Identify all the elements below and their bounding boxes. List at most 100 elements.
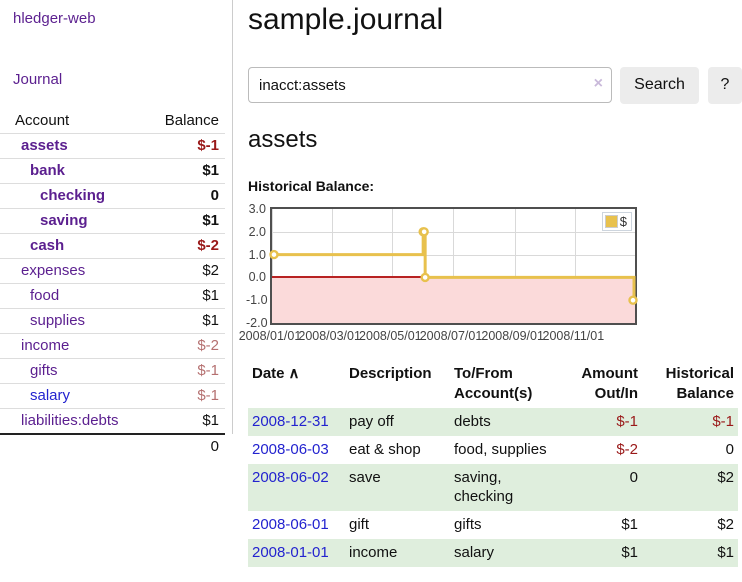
txn-amount: $-2 <box>616 441 638 458</box>
account-row: income $-2 <box>0 333 225 359</box>
accounts-header-account: Account <box>15 112 70 129</box>
txn-balance: $1 <box>642 539 738 567</box>
sort-ascending-icon: ∧ <box>288 365 300 382</box>
data-point-marker <box>269 249 279 260</box>
account-row: expenses $2 <box>0 258 225 284</box>
app-title-link[interactable]: hledger-web <box>13 10 96 27</box>
col-header-accounts: To/From Account(s) <box>454 365 533 402</box>
account-link[interactable]: supplies <box>30 312 86 329</box>
txn-accounts: food, supplies <box>454 441 547 458</box>
transactions-table: Date ∧ Description To/From Account(s) Amo… <box>248 362 738 567</box>
account-row: bank $1 <box>0 158 225 184</box>
account-link[interactable]: bank <box>30 162 66 179</box>
txn-date-link[interactable]: 2008-01-01 <box>252 544 329 561</box>
x-gridline <box>392 209 394 323</box>
table-row: 2008-12-31 pay off debts $-1 $-1 <box>248 408 738 436</box>
txn-description: income <box>345 539 450 567</box>
account-heading: assets <box>248 126 318 153</box>
account-link[interactable]: salary <box>30 387 71 404</box>
help-button[interactable]: ? <box>708 66 742 104</box>
account-balance: $2 <box>137 258 225 284</box>
txn-description: eat & shop <box>349 441 421 458</box>
account-row: cash $-2 <box>0 233 225 259</box>
account-link[interactable]: assets <box>21 137 68 154</box>
y-axis-tick-label: -1.0 <box>246 293 268 308</box>
data-point-marker <box>628 295 638 305</box>
txn-accounts: salary <box>450 539 555 567</box>
search-input[interactable] <box>248 67 612 103</box>
account-balance: $-1 <box>137 133 225 159</box>
account-link[interactable]: checking <box>40 187 106 204</box>
account-link[interactable]: gifts <box>30 362 58 379</box>
account-row: salary $-1 <box>0 383 225 409</box>
y-axis-tick-label: 2.0 <box>248 224 266 239</box>
account-link[interactable]: cash <box>30 237 65 254</box>
txn-balance: $-1 <box>642 408 738 436</box>
account-balance: $-2 <box>137 333 225 359</box>
txn-balance: $2 <box>642 464 738 511</box>
account-balance: $1 <box>137 158 225 184</box>
account-link[interactable]: saving <box>40 212 88 229</box>
accounts-total: 0 <box>137 433 225 459</box>
txn-date-link[interactable]: 2008-12-31 <box>252 413 329 430</box>
account-row: checking 0 <box>0 183 225 209</box>
x-axis-tick-label: 2008/09/01 <box>481 329 544 343</box>
txn-date-link[interactable]: 2008-06-01 <box>252 516 329 533</box>
x-axis-tick-label: 2008/03/01 <box>298 329 361 343</box>
legend-swatch-icon <box>604 215 618 228</box>
account-balance: $1 <box>137 308 225 334</box>
col-header-description: Description <box>349 365 432 382</box>
txn-description: pay off <box>345 408 450 436</box>
txn-description: gift <box>349 516 370 533</box>
txn-date-link[interactable]: 2008-06-02 <box>252 469 329 486</box>
col-header-date[interactable]: Date ∧ <box>252 365 300 382</box>
txn-amount: 0 <box>555 464 642 511</box>
table-row: 2008-06-03 eat & shop food, supplies $-2… <box>248 436 738 464</box>
account-row: supplies $1 <box>0 308 225 334</box>
data-point-marker <box>419 227 429 237</box>
col-header-amount: Amount Out/In <box>581 365 638 402</box>
x-gridline <box>272 209 273 323</box>
account-balance: $-1 <box>137 383 225 409</box>
balance-step-line <box>269 227 638 305</box>
txn-amount: $-1 <box>555 408 642 436</box>
account-balance: $1 <box>137 283 225 309</box>
txn-balance: 0 <box>725 441 734 458</box>
chart-title: Historical Balance: <box>248 178 375 194</box>
below-zero-region <box>272 277 635 323</box>
txn-balance: $2 <box>717 516 734 533</box>
accounts-total-row: 0 <box>0 433 225 459</box>
sidebar-item-journal[interactable]: Journal <box>13 71 63 88</box>
y-axis-tick-label: 0.0 <box>248 270 266 285</box>
account-balance: 0 <box>137 183 225 209</box>
data-point-marker <box>420 272 430 283</box>
y-gridline <box>272 254 635 256</box>
x-axis-tick-label: 2008/01/01 <box>238 329 302 343</box>
txn-amount: $1 <box>555 539 642 567</box>
search-button[interactable]: Search <box>620 66 699 104</box>
account-link[interactable]: food <box>30 287 60 304</box>
account-row: food $1 <box>0 283 225 309</box>
account-link[interactable]: liabilities:debts <box>21 412 119 429</box>
txn-amount: $1 <box>621 516 638 533</box>
chart-plot-area: $ <box>269 207 638 325</box>
account-row: gifts $-1 <box>0 358 225 384</box>
table-row: 2008-06-02 save saving, checking 0 $2 <box>248 464 738 511</box>
account-link[interactable]: income <box>21 337 70 354</box>
y-axis-tick-label: -2.0 <box>246 316 268 330</box>
txn-description: save <box>345 464 450 511</box>
account-row: liabilities:debts $1 <box>0 408 225 434</box>
table-row: 2008-06-01 gift gifts $1 $2 <box>248 511 738 539</box>
main-content: sample.journal × Search ? assets Histori… <box>239 0 742 567</box>
x-gridline <box>514 209 516 323</box>
clear-search-icon[interactable]: × <box>593 75 603 92</box>
accounts-header-balance: Balance <box>164 112 219 129</box>
txn-accounts: debts <box>450 408 555 436</box>
txn-accounts: gifts <box>454 516 482 533</box>
account-link[interactable]: expenses <box>21 262 86 279</box>
legend-label: $ <box>619 214 627 229</box>
account-balance: $1 <box>137 408 225 434</box>
historical-balance-chart: $ 3.0 2.0 1.0 0.0 -1.0 -2.0 2008/01/01 2008/03… <box>239 202 668 343</box>
x-gridline <box>331 209 333 323</box>
txn-date-link[interactable]: 2008-06-03 <box>252 441 329 458</box>
